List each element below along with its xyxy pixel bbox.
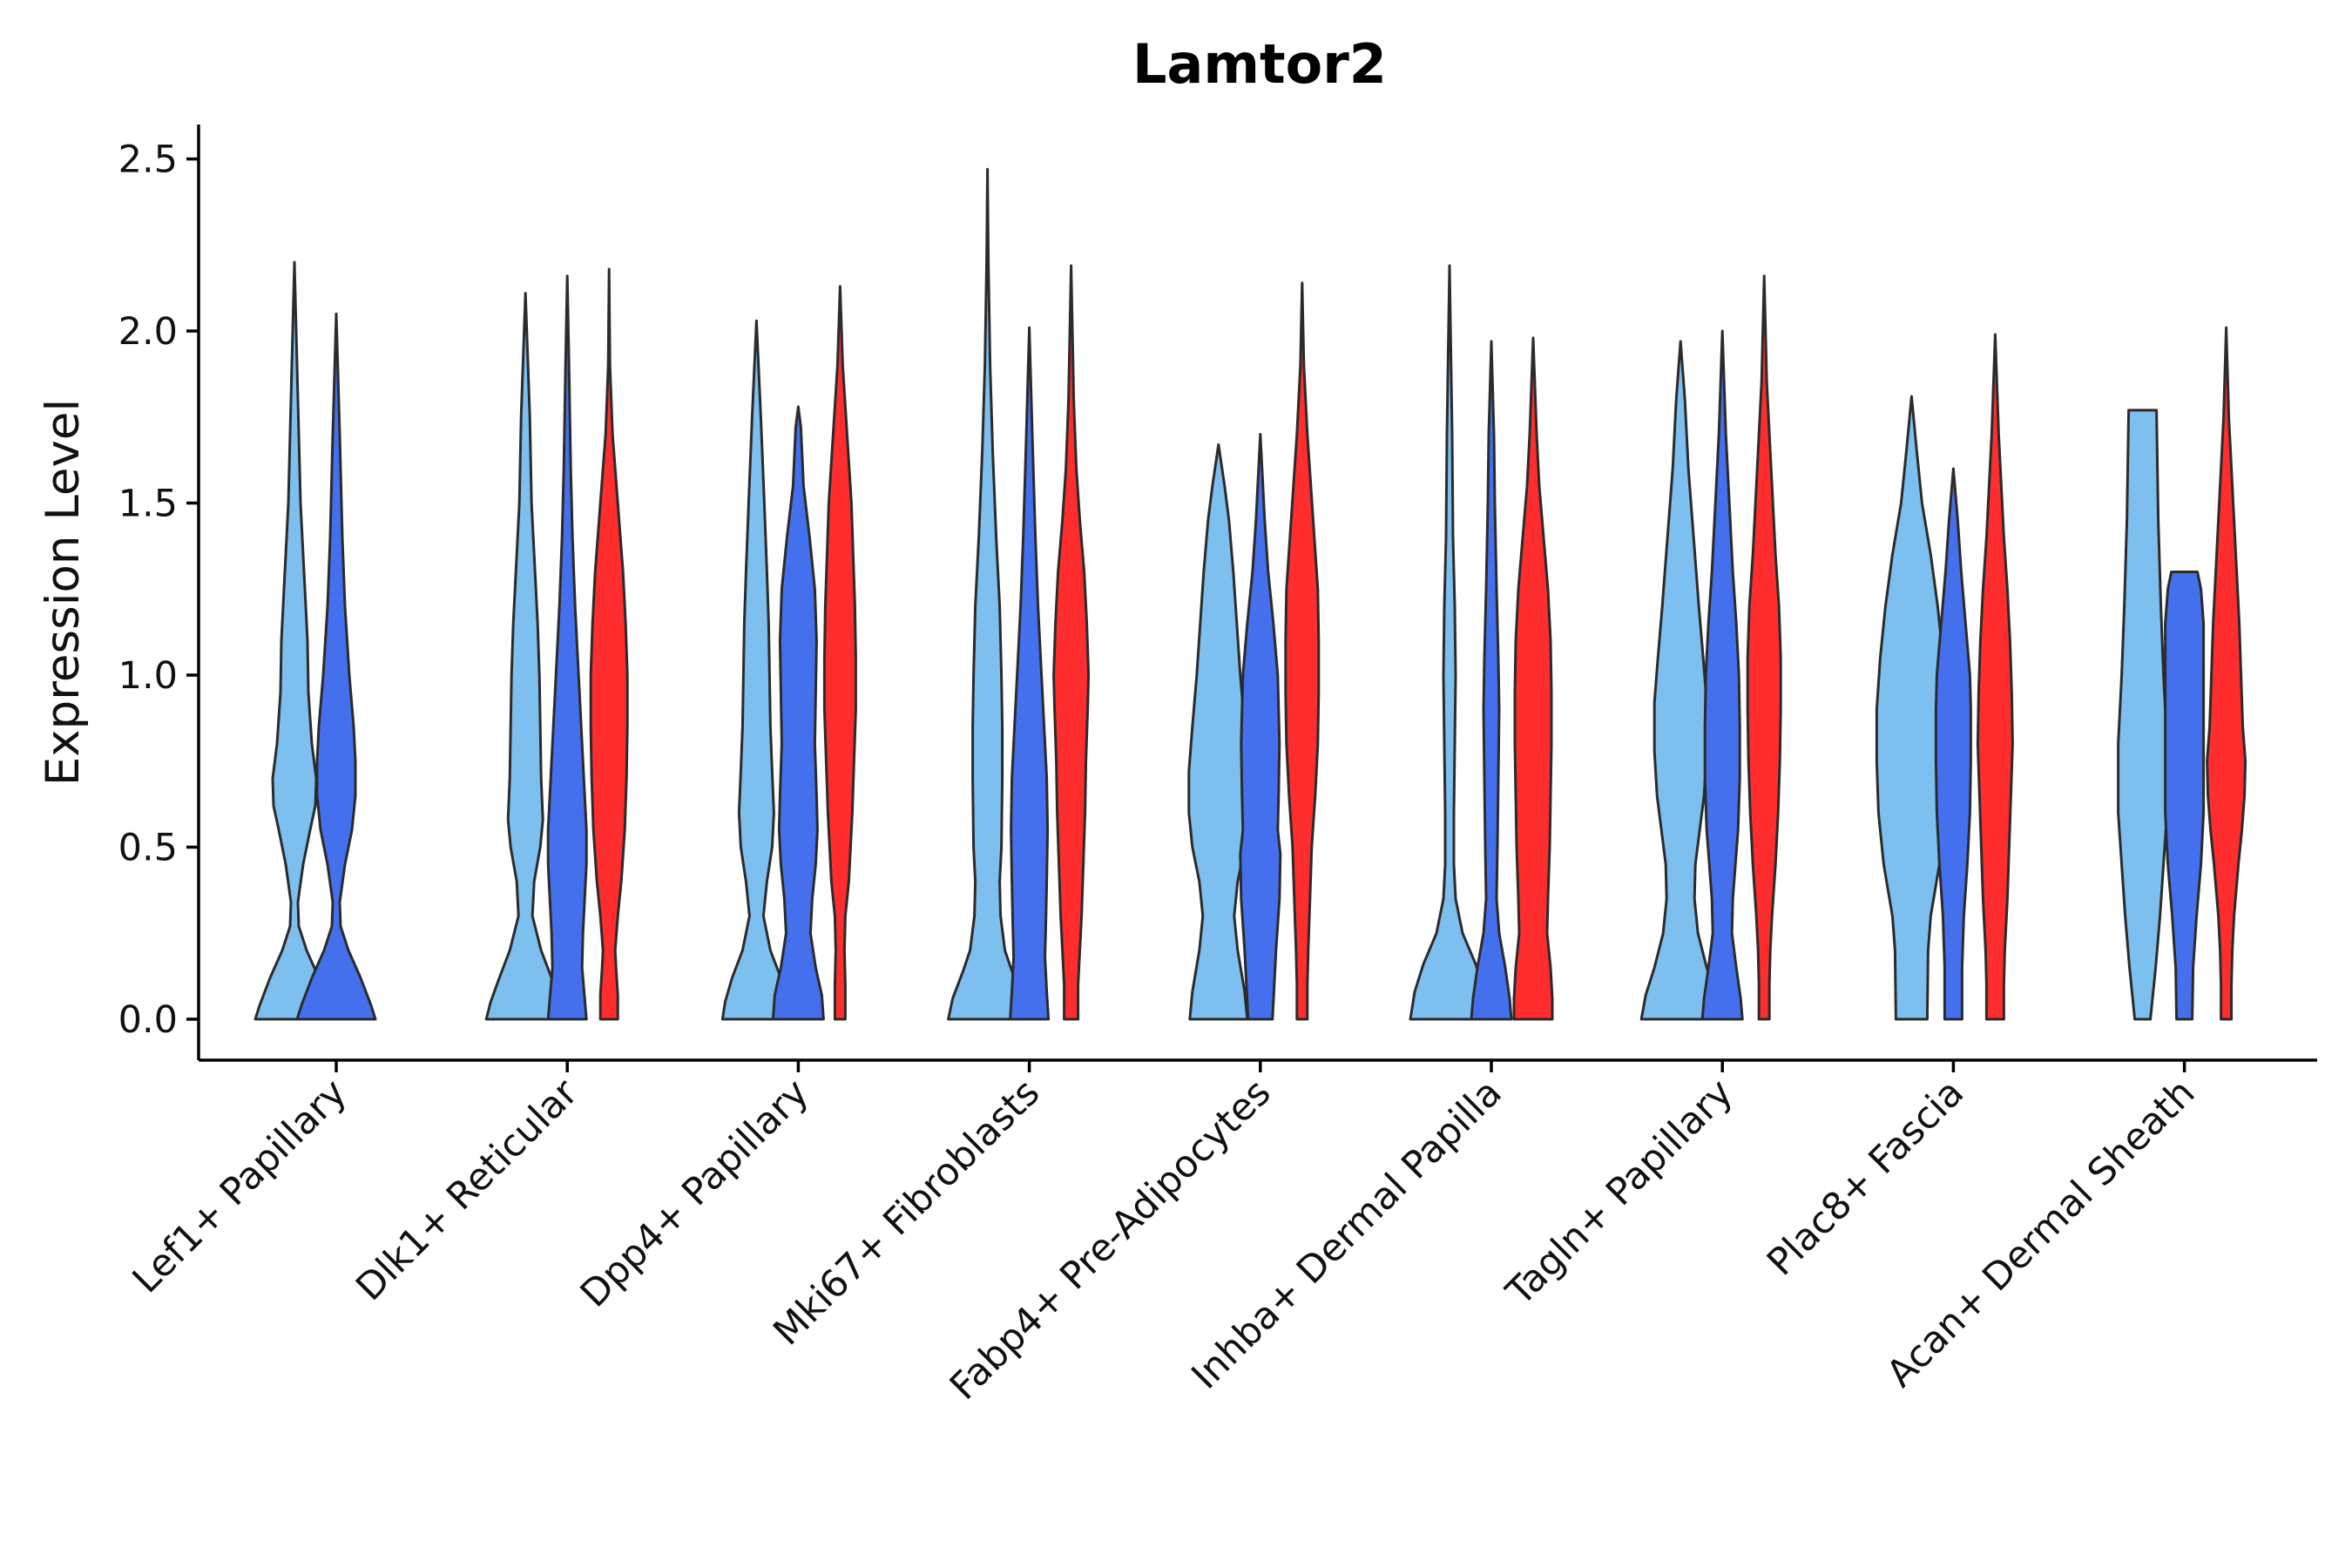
violin-royal-blue [546,274,588,1021]
violin-red [1746,274,1782,1021]
violin-red [1976,333,2014,1021]
y-tick-label: 1.0 [118,654,178,698]
violin-light-blue [720,319,792,1021]
violin-royal-blue [295,312,377,1021]
x-tick-label: Plac8+ Fascia [1759,1071,1972,1284]
violin-red [822,285,857,1021]
y-axis-ticks: 0.0 0.5 1.0 1.5 2.0 2.5 [118,139,199,1042]
y-tick-label: 0.5 [118,827,178,870]
y-tick-label: 2.5 [118,139,178,182]
violin-group [253,167,2247,1021]
violin-royal-blue [2164,571,2206,1021]
y-axis-title: Expression Level [37,399,90,786]
x-tick-label: Mki67+ Fibroblasts [765,1071,1048,1354]
x-tick-label: Lef1+ Papillary [125,1071,355,1301]
violin-royal-blue [771,405,825,1021]
violin-light-blue [253,260,335,1021]
violin-red [1512,336,1554,1021]
violin-royal-blue [1470,340,1513,1021]
y-tick-label: 2.0 [118,310,178,354]
violin-red [1052,264,1091,1021]
violin-red [589,267,629,1021]
violin-light-blue [2117,409,2169,1021]
violin-royal-blue [1009,326,1051,1021]
x-tick-label: Dlk1+ Reticular [348,1071,586,1309]
violin-royal-blue [1934,467,1972,1021]
y-tick-label: 0.0 [118,998,178,1042]
violin-red [2206,326,2247,1021]
violin-red [1284,281,1321,1021]
y-tick-label: 1.5 [118,483,178,526]
x-tick-label: Dpp4+ Papillary [572,1071,817,1315]
violin-light-blue [484,292,566,1021]
x-tick-label: Tagln+ Papillary [1497,1071,1741,1315]
chart-title: Lamtor2 [1132,32,1387,96]
violin-light-blue [1639,340,1721,1021]
violin-light-blue [947,167,1029,1021]
violin-royal-blue [1239,433,1282,1021]
violin-light-blue [1409,264,1490,1021]
violin-light-blue [1187,443,1250,1021]
violin-royal-blue [1700,329,1744,1021]
